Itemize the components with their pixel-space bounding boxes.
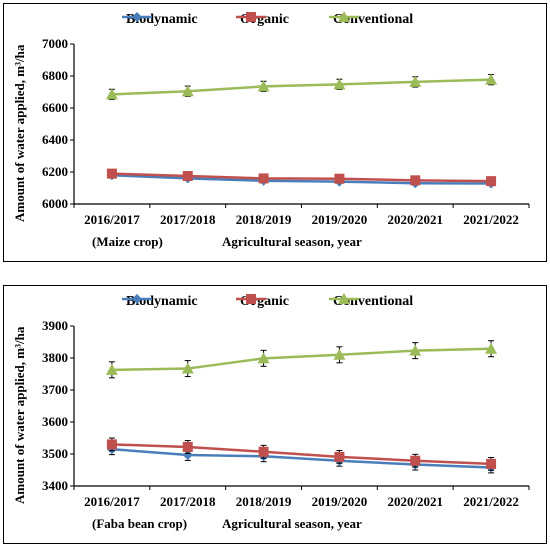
data-point [409, 75, 422, 87]
data-point [181, 85, 194, 97]
data-point [258, 173, 269, 184]
x-tick-label: 2017/2018 [159, 212, 216, 227]
data-point [257, 80, 270, 92]
x-tick-label: 2020/2021 [387, 212, 444, 227]
data-point [181, 362, 194, 374]
legend-item-conventional: Conventional [329, 292, 413, 312]
series-line [111, 172, 492, 183]
legend-marker-conventional [329, 293, 359, 304]
plot-area [70, 325, 530, 490]
series-organic [106, 168, 497, 187]
series-conventional [105, 340, 498, 379]
legend-marker-conventional [329, 11, 359, 22]
data-point [333, 78, 346, 90]
x-tick-label: 2021/2022 [463, 212, 519, 227]
chart-panel-maize: Biodynamic Organic Conventional Amount o… [3, 3, 547, 262]
data-point [410, 455, 421, 466]
series-line [111, 443, 492, 466]
series-line [111, 447, 492, 469]
legend-marker-organic [236, 12, 266, 22]
legend: Biodynamic Organic Conventional [4, 10, 546, 30]
data-point [105, 363, 118, 375]
crop-label: (Faba bean crop) [92, 516, 188, 531]
data-point [105, 88, 118, 100]
legend-marker-biodynamic [122, 294, 152, 304]
x-axis-label: Agricultural season, year [222, 516, 362, 531]
legend-item-organic: Organic [236, 10, 289, 30]
data-point [410, 175, 421, 186]
y-tick-label: 6800 [42, 68, 68, 83]
data-point [485, 342, 498, 354]
y-tick-label: 6200 [42, 164, 68, 179]
legend-item-biodynamic: Biodynamic [122, 292, 198, 312]
data-point [258, 446, 269, 457]
y-tick-label: 3700 [42, 382, 68, 397]
data-point [257, 352, 270, 364]
legend-item-conventional: Conventional [329, 10, 413, 30]
x-tick-label: 2021/2022 [463, 494, 519, 509]
x-tick-label: 2019/2020 [311, 494, 368, 509]
data-point [334, 173, 345, 184]
x-tick-label: 2018/2019 [235, 494, 292, 509]
data-point [486, 458, 497, 469]
legend-marker-organic [236, 294, 266, 304]
data-point [106, 168, 117, 179]
data-point [182, 441, 193, 452]
series-organic [106, 437, 497, 471]
data-point [333, 348, 346, 360]
x-tick-label: 2017/2018 [159, 494, 216, 509]
data-point [106, 439, 117, 450]
data-point [486, 176, 497, 187]
y-tick-label: 3500 [42, 446, 68, 461]
x-axis-label: Agricultural season, year [222, 234, 362, 249]
x-tick-label: 2016/2017 [84, 212, 140, 227]
y-axis-label: Amount of water applied, m³/ha [12, 44, 27, 222]
y-tick-label: 6400 [42, 132, 68, 147]
data-point [485, 73, 498, 85]
series-line [111, 347, 492, 372]
y-axis-label: Amount of water applied, m³/ha [12, 326, 27, 504]
y-tick-label: 3600 [42, 414, 68, 429]
legend: Biodynamic Organic Conventional [4, 292, 546, 312]
data-point [334, 451, 345, 462]
series-biodynamic [106, 443, 497, 474]
x-tick-label: 2016/2017 [84, 494, 140, 509]
chart-panel-faba-bean: Biodynamic Organic Conventional Amount o… [3, 285, 547, 544]
y-tick-label: 6000 [42, 196, 68, 211]
crop-label: (Maize crop) [92, 234, 163, 249]
y-tick-label: 6600 [42, 100, 68, 115]
plot-area [70, 43, 530, 208]
y-tick-label: 7000 [42, 36, 68, 51]
series-line [111, 78, 492, 96]
y-tick-label: 3800 [42, 350, 68, 365]
legend-item-biodynamic: Biodynamic [122, 10, 198, 30]
data-point [182, 449, 193, 460]
data-point [182, 171, 193, 181]
legend-item-organic: Organic [236, 292, 289, 312]
series-line [111, 173, 492, 185]
legend-marker-biodynamic [122, 12, 152, 22]
x-tick-label: 2018/2019 [235, 212, 292, 227]
data-point [409, 344, 422, 356]
y-tick-label: 3400 [42, 478, 68, 493]
x-tick-label: 2019/2020 [311, 212, 368, 227]
series-conventional [105, 73, 498, 101]
y-tick-label: 3900 [42, 318, 68, 333]
x-tick-label: 2020/2021 [387, 494, 444, 509]
